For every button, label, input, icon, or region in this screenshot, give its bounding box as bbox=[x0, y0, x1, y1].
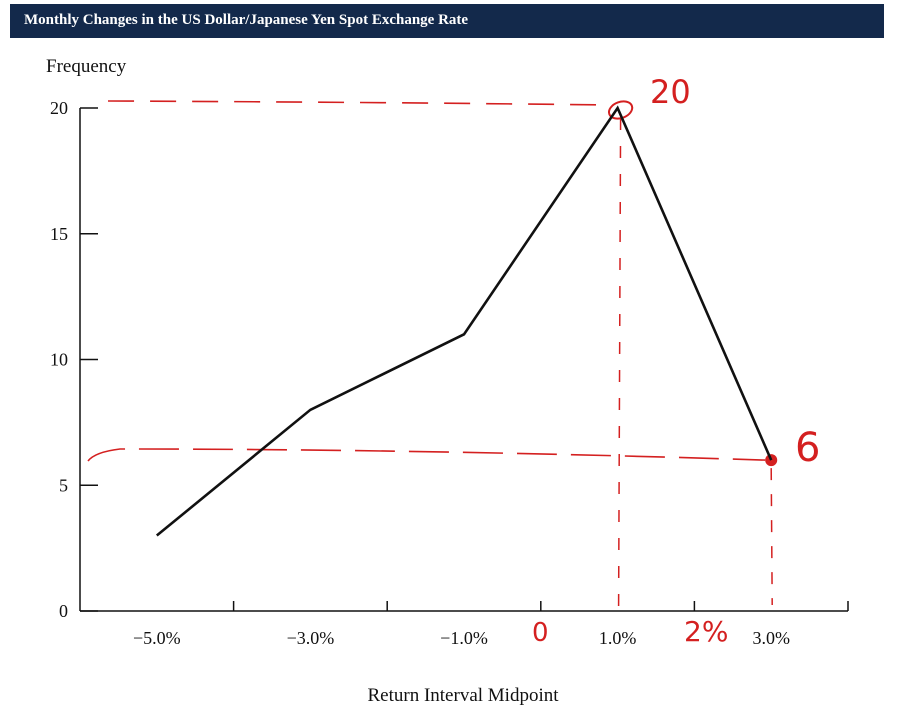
guide-line-20 bbox=[107, 100, 610, 106]
x-axis-title: Return Interval Midpoint bbox=[367, 685, 559, 706]
title-bar: Monthly Changes in the US Dollar/Japanes… bbox=[10, 4, 884, 38]
annotation-2pct: 2% bbox=[684, 615, 728, 648]
hand-annotations bbox=[87, 100, 778, 608]
guide-vertical-20 bbox=[617, 117, 622, 608]
y-tick-label: 15 bbox=[50, 224, 68, 244]
series-line bbox=[155, 105, 773, 537]
x-tick-label: −1.0% bbox=[440, 628, 488, 648]
chart-title: Monthly Changes in the US Dollar/Japanes… bbox=[24, 12, 469, 28]
axes: 0 5 10 15 20 −5.0% −3.0% −1.0% 1.0% 3.0% bbox=[50, 98, 849, 648]
x-tick-label: 3.0% bbox=[752, 628, 790, 648]
annotation-20: 20 bbox=[650, 73, 691, 111]
x-tick-label: −3.0% bbox=[287, 628, 335, 648]
y-tick-label: 0 bbox=[59, 601, 68, 621]
y-tick-label: 20 bbox=[50, 98, 68, 118]
guide-vertical-6 bbox=[770, 468, 773, 606]
peak-circle bbox=[607, 100, 634, 120]
series-lines bbox=[155, 105, 773, 537]
y-tick-label: 5 bbox=[59, 475, 68, 495]
annotation-0: 0 bbox=[532, 618, 549, 648]
x-tick-label: −5.0% bbox=[133, 628, 181, 648]
annotation-labels: 20 6 0 2% bbox=[532, 73, 820, 648]
y-axis-title: Frequency bbox=[46, 56, 127, 77]
x-tick-label: 1.0% bbox=[599, 628, 637, 648]
y-tick-label: 10 bbox=[50, 350, 68, 370]
annotation-6: 6 bbox=[795, 425, 820, 471]
guide-line-6 bbox=[87, 448, 766, 462]
